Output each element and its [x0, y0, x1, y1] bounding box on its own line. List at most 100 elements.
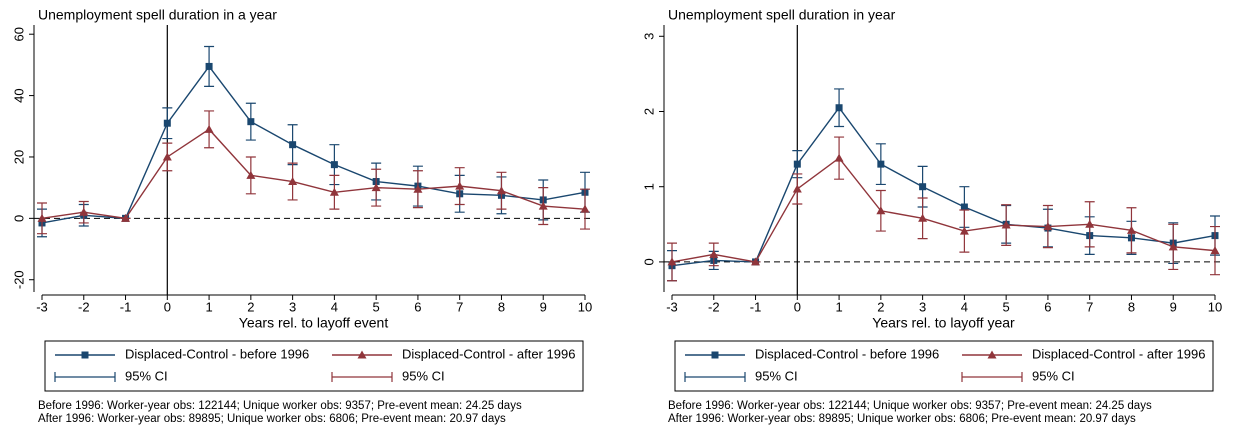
- legend-ci-label: 95% CI: [125, 368, 168, 383]
- marker: [247, 118, 255, 126]
- series-line: [671, 106, 1216, 267]
- marker: [792, 184, 802, 193]
- note: After 1996: Worker-year obs: 89895; Uniq…: [668, 413, 1136, 425]
- note: Before 1996: Worker-year obs: 122144; Un…: [668, 400, 1152, 412]
- legend-ci: [331, 372, 393, 382]
- x-tick-label: 7: [1086, 299, 1093, 314]
- marker: [79, 207, 89, 216]
- legend-label: Displaced-Control - after 1996: [1032, 346, 1205, 361]
- legend-box: [674, 340, 1214, 392]
- legend-ci: [961, 372, 1023, 382]
- note: Before 1996: Worker-year obs: 122144; Un…: [38, 400, 522, 412]
- legend-ci-label: 95% CI: [755, 368, 798, 383]
- marker: [538, 201, 548, 210]
- series-line: [41, 65, 586, 224]
- marker: [580, 204, 590, 213]
- marker: [1210, 246, 1220, 255]
- marker: [793, 160, 801, 168]
- x-tick-label: 6: [1044, 299, 1051, 314]
- x-tick-label: -3: [666, 299, 678, 314]
- legend-ci: [684, 372, 746, 382]
- x-axis-label: Years rel. to layoff event: [239, 315, 389, 331]
- marker: [1085, 219, 1095, 228]
- legend-ci: [54, 372, 116, 382]
- x-tick-label: -2: [708, 299, 720, 314]
- marker: [163, 119, 171, 127]
- marker: [329, 187, 339, 196]
- chart-title: Unemployment spell duration in a year: [38, 7, 277, 23]
- series-line: [41, 128, 586, 220]
- x-tick-label: 4: [961, 299, 968, 314]
- x-tick-label: 7: [456, 299, 463, 314]
- x-axis-label: Years rel. to layoff year: [872, 315, 1015, 331]
- x-tick-label: 10: [578, 299, 592, 314]
- marker: [205, 62, 213, 70]
- marker: [455, 181, 465, 190]
- x-tick-label: 2: [247, 299, 254, 314]
- series-line: [671, 157, 1216, 263]
- x-tick-label: 8: [498, 299, 505, 314]
- marker: [37, 213, 47, 222]
- marker: [357, 350, 367, 359]
- y-tick-label: 3: [641, 33, 656, 40]
- x-tick-label: -1: [750, 299, 762, 314]
- marker: [876, 206, 886, 215]
- x-tick-label: -3: [36, 299, 48, 314]
- marker: [711, 351, 719, 359]
- marker: [121, 213, 131, 222]
- x-tick-label: 1: [835, 299, 842, 314]
- x-tick-label: 9: [540, 299, 547, 314]
- legend-label: Displaced-Control - after 1996: [402, 346, 575, 361]
- x-tick-label: -2: [78, 299, 90, 314]
- marker: [919, 183, 927, 191]
- marker: [288, 177, 298, 186]
- note: After 1996: Worker-year obs: 89895; Uniq…: [38, 413, 506, 425]
- marker: [496, 186, 506, 195]
- marker: [371, 183, 381, 192]
- x-tick-label: 9: [1170, 299, 1177, 314]
- x-tick-label: 5: [1003, 299, 1010, 314]
- marker: [1126, 225, 1136, 234]
- legend-ci-label: 95% CI: [1032, 368, 1075, 383]
- legend-ci-label: 95% CI: [402, 368, 445, 383]
- marker: [834, 153, 844, 162]
- y-tick-label: -20: [11, 270, 26, 289]
- x-tick-label: 0: [164, 299, 171, 314]
- marker: [960, 203, 968, 211]
- legend-label: Displaced-Control - before 1996: [755, 346, 939, 361]
- x-tick-label: 8: [1128, 299, 1135, 314]
- marker: [162, 152, 172, 161]
- x-tick-label: 6: [414, 299, 421, 314]
- marker: [751, 257, 761, 266]
- y-tick-label: 40: [11, 88, 26, 102]
- x-tick-label: 0: [794, 299, 801, 314]
- x-tick-label: 2: [877, 299, 884, 314]
- y-tick-label: 0: [11, 215, 26, 222]
- marker: [289, 141, 297, 149]
- marker: [413, 184, 423, 193]
- marker: [959, 226, 969, 235]
- y-tick-label: 0: [641, 258, 656, 265]
- marker: [1043, 222, 1053, 231]
- marker: [709, 249, 719, 258]
- marker: [1168, 242, 1178, 251]
- legend-label: Displaced-Control - before 1996: [125, 346, 309, 361]
- marker: [918, 213, 928, 222]
- x-tick-label: 3: [919, 299, 926, 314]
- x-tick-label: 5: [373, 299, 380, 314]
- x-tick-label: 10: [1208, 299, 1222, 314]
- chart-title: Unemployment spell duration in year: [668, 7, 896, 23]
- x-tick-label: 1: [205, 299, 212, 314]
- marker: [246, 170, 256, 179]
- marker: [835, 104, 843, 112]
- marker: [987, 350, 997, 359]
- y-tick-label: 2: [641, 108, 656, 115]
- y-tick-label: 60: [11, 27, 26, 41]
- marker: [667, 257, 677, 266]
- y-tick-label: 20: [11, 150, 26, 164]
- marker: [204, 124, 214, 133]
- x-tick-label: 3: [289, 299, 296, 314]
- marker: [330, 161, 338, 169]
